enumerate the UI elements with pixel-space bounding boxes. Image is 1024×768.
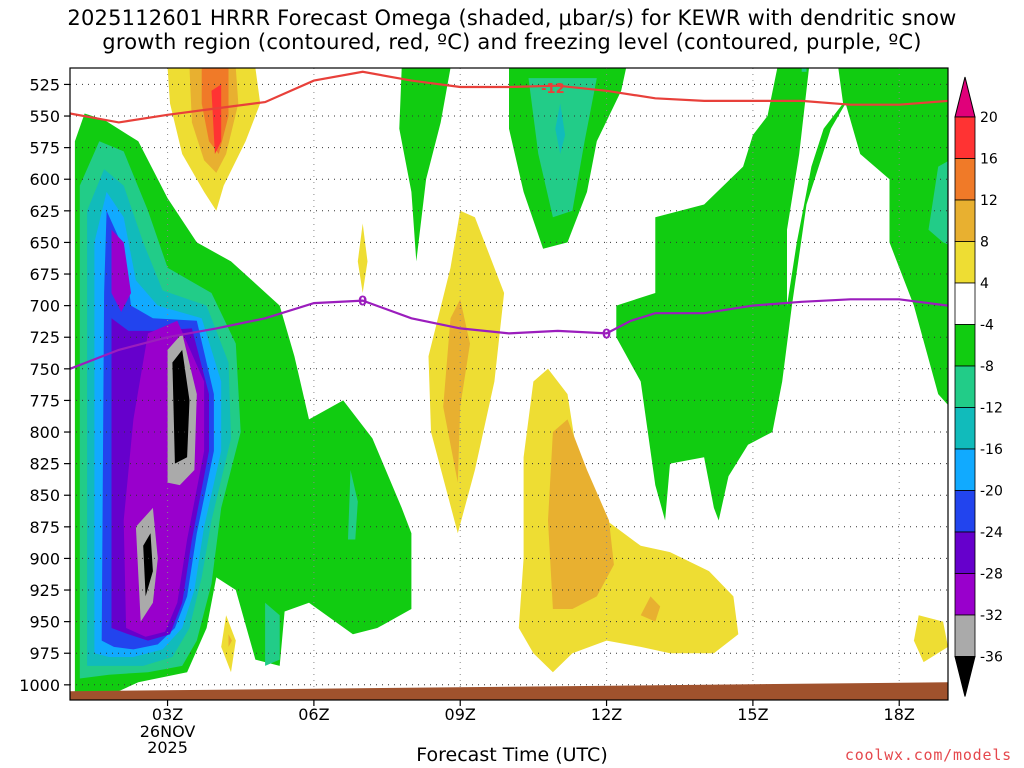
y-tick-label: 675 (29, 265, 60, 284)
y-tick-label: 725 (29, 328, 60, 347)
y-tick-label: 600 (29, 170, 60, 189)
omega-area-neg8-small-2 (348, 470, 358, 540)
colorbar-segment (954, 573, 976, 616)
omega-area-gap-right (787, 68, 844, 306)
omega-area-pos4-9z (428, 210, 505, 534)
x-tick-label: 18Z (884, 705, 915, 724)
title-line-2: growth region (contoured, red, ºC) and f… (102, 30, 922, 54)
colorbar-tick-label: 12 (980, 193, 998, 209)
contours: -12 0 0 (70, 70, 948, 370)
dgz-contour-label: -12 (541, 82, 565, 97)
omega-area-neg28-upper (111, 229, 131, 312)
omega-area-pos16-top (211, 84, 222, 154)
colorbar-segment (954, 531, 976, 574)
omega-area-neg4-right (616, 68, 948, 521)
x-axis-label: Forecast Time (UTC) (416, 744, 608, 766)
colorbar-tick-label: -36 (980, 650, 1003, 666)
y-tick-label: 925 (29, 581, 60, 600)
omega-area-neg8-right-2 (928, 161, 948, 245)
x-tick-label: 03Z (152, 705, 183, 724)
y-tick-label: 800 (29, 423, 60, 442)
grid (70, 68, 948, 700)
omega-area-pos8-lower (548, 419, 614, 609)
x-tick-label: 09Z (445, 705, 476, 724)
y-tick-label: 525 (29, 75, 60, 94)
colorbar-segment (954, 614, 976, 657)
freezing-level-label: 0 (358, 295, 367, 310)
omega-area-pos4-7z (357, 223, 368, 293)
chart-title: 2025112601 HRRR Forecast Omega (shaded, … (0, 6, 1024, 54)
colorbar-segment (954, 158, 976, 201)
colorbar-segment (954, 324, 976, 367)
plot-area: -12 0 0 (70, 68, 948, 700)
x-tick-label: 15Z (737, 705, 768, 724)
y-tick-label: 975 (29, 644, 60, 663)
omega-area-neg12-10z (555, 103, 566, 154)
colorbar-tick-label: -28 (980, 567, 1003, 583)
y-tick-label: 625 (29, 202, 60, 221)
y-tick-label: 650 (29, 233, 60, 252)
credit-text: coolwx.com/models (844, 746, 1012, 764)
omega-area-pos8-9z (443, 299, 470, 483)
terrain-ground (70, 682, 948, 700)
freezing-level-label: 0 (602, 327, 611, 342)
colorbar-segment (954, 407, 976, 450)
colorbar-tick-label: -16 (980, 442, 1003, 458)
y-tick-label: 700 (29, 297, 60, 316)
y-tick-label: 875 (29, 518, 60, 537)
freezing-level-line (70, 298, 948, 370)
colorbar-tick-label: -12 (980, 401, 1003, 417)
colorbar-segment (954, 116, 976, 159)
y-tick-label: 775 (29, 391, 60, 410)
colorbar-segment (954, 448, 976, 491)
dgz-contour-line (70, 70, 948, 124)
title-line-1: 2025112601 HRRR Forecast Omega (shaded, … (67, 6, 957, 30)
colorbar-segment (954, 199, 976, 242)
x-tick-label: 06Z (298, 705, 329, 724)
y-tick-label: 1000 (19, 676, 60, 695)
colorbar-segment (954, 365, 976, 408)
y-tick-label: 750 (29, 360, 60, 379)
date-label: 26NOV (140, 722, 196, 741)
y-axis: 525 550 575 600 625 650 675 700 725 750 775 800 825 8… (19, 75, 70, 695)
x-tick-label: 12Z (591, 705, 622, 724)
colorbar-tick-label: 8 (980, 235, 989, 251)
y-tick-label: 900 (29, 549, 60, 568)
colorbar-segment (954, 490, 976, 533)
omega-area-neg8-small-1 (265, 602, 280, 666)
colorbar-tick-label: 20 (980, 110, 998, 126)
colorbar-tick-label: -24 (980, 525, 1003, 541)
omega-area-pos8-lower-small (640, 596, 661, 622)
colorbar-segment (954, 282, 976, 325)
y-tick-label: 575 (29, 139, 60, 158)
colorbar-segment (954, 241, 976, 284)
colorbar-tick-label: 16 (980, 152, 998, 168)
y-tick-label: 950 (29, 613, 60, 632)
colorbar-tick-label: -8 (980, 359, 994, 375)
colorbar-tick-label: 4 (980, 276, 989, 292)
omega-area-pos4-right (913, 615, 948, 663)
omega-shading (74, 68, 948, 700)
colorbar-arrow-top (954, 76, 976, 118)
omega-area-neg8-right-1 (801, 68, 807, 72)
plot-frame (69, 67, 949, 701)
omega-area-pos8-bottom (228, 634, 232, 647)
y-tick-label: 825 (29, 455, 60, 474)
colorbar-arrow-bottom (954, 656, 976, 697)
omega-area-neg36-lower (143, 533, 153, 597)
omega-area-neg36-upper (172, 349, 190, 464)
colorbar-tick-label: -4 (980, 318, 994, 334)
colorbar-tick-label: -32 (980, 608, 1003, 624)
date-label: 2025 (147, 738, 188, 757)
y-tick-label: 550 (29, 107, 60, 126)
colorbar: 20 16 12 8 4 -4 -8 -12 -16 -20 -24 -28 -32 -36 (954, 76, 1003, 697)
colorbar-tick-label: -20 (980, 484, 1003, 500)
y-tick-label: 850 (29, 486, 60, 505)
